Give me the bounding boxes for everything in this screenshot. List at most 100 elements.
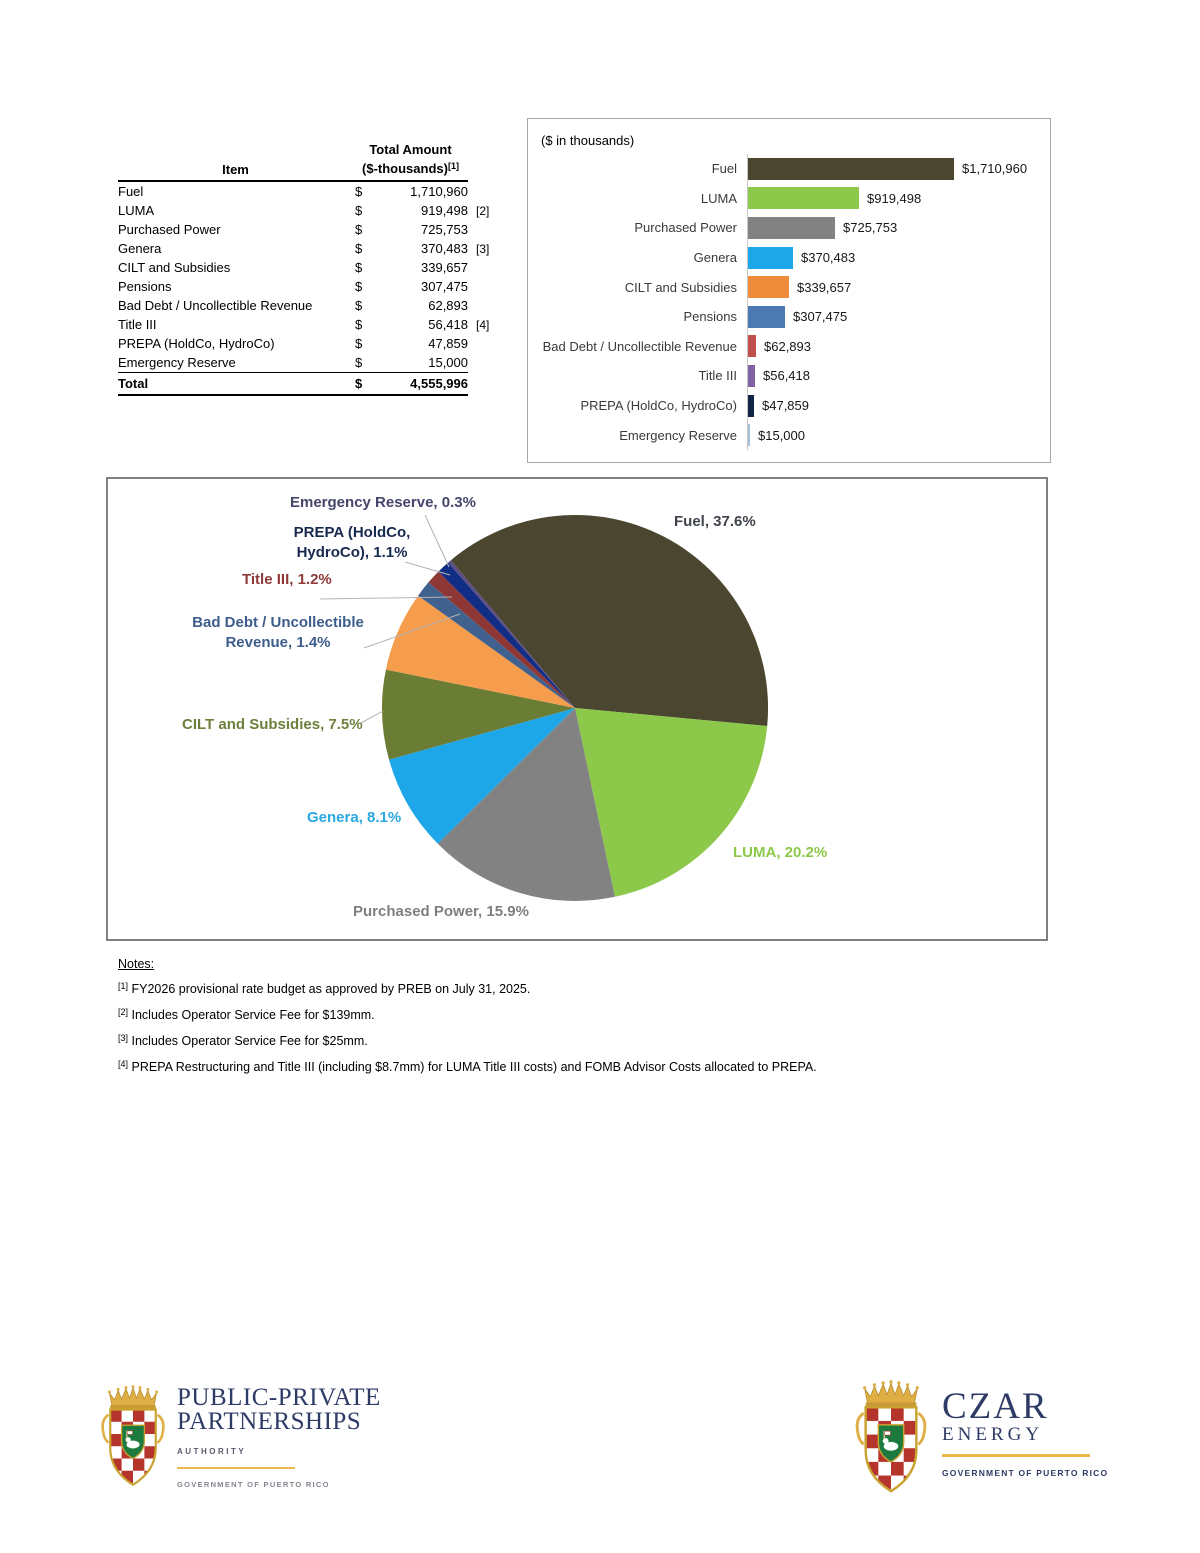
note-text: FY2026 provisional rate budget as approv… <box>128 982 531 996</box>
bar-track: $1,710,960 <box>747 154 1046 184</box>
row-currency: $ <box>355 317 363 332</box>
p3a-government-text: GOVERNMENT OF PUERTO RICO <box>177 1480 330 1489</box>
pie-slice-purchased-power <box>437 708 615 901</box>
row-item: Pensions <box>118 279 172 294</box>
pie-label-line: PREPA (HoldCo, <box>293 524 411 541</box>
pie-label-line: Emergency Reserve, 0.3% <box>290 494 476 511</box>
table-row: LUMA $919,498 [2] <box>118 201 489 220</box>
bar-value-label: $370,483 <box>801 250 856 266</box>
pie-label-line: Revenue, 1.4% <box>225 634 331 651</box>
bar-value-label: $339,657 <box>797 279 852 295</box>
row-item: Genera <box>118 241 162 256</box>
row-item: PREPA (HoldCo, HydroCo) <box>118 336 275 351</box>
note-ref: [1] <box>118 981 129 991</box>
note-item: [3] Includes Operator Service Fee for $2… <box>118 1031 817 1048</box>
total-currency: $ <box>355 376 363 391</box>
bar-value-label: $56,418 <box>763 368 810 384</box>
row-currency: $ <box>355 222 363 237</box>
bar-row: CILT and Subsidies $339,657 <box>528 272 1046 302</box>
bar-value-label: $47,859 <box>762 398 809 414</box>
bar <box>748 424 750 447</box>
pie-leader-line <box>404 561 451 576</box>
row-amount: 56,418 <box>428 317 468 332</box>
row-currency: $ <box>355 336 363 351</box>
note-ref: [2] <box>118 1007 129 1017</box>
pie-label-emergency-reserve: Emergency Reserve, 0.3% <box>290 493 476 513</box>
pie-leader-line <box>363 613 461 649</box>
pie-label-line: Genera, 8.1% <box>307 809 402 826</box>
table-rows: Fuel $1,710,960 LUMA $919,498 [2] Purchased P… <box>118 182 489 372</box>
bar-track: $307,475 <box>747 301 1046 332</box>
pie-leader-line <box>424 514 450 568</box>
bar <box>748 246 793 269</box>
bar-value-label: $919,498 <box>867 190 922 206</box>
table-row: Title III $56,418 [4] <box>118 315 489 334</box>
bar <box>748 157 954 180</box>
bar-category-label: Fuel <box>711 161 737 177</box>
gold-divider <box>177 1467 295 1469</box>
budget-table: Item Total Amount ($-thousands)[1] Fuel $… <box>118 142 489 396</box>
row-footnote-ref: [2] <box>476 203 490 218</box>
bar-row: Purchased Power $725,753 <box>528 213 1046 243</box>
bar-category-label: LUMA <box>700 190 737 206</box>
row-currency: $ <box>355 279 363 294</box>
bar-category-label: Pensions <box>683 309 737 325</box>
pie-slice-fuel <box>450 514 769 726</box>
row-item: CILT and Subsidies <box>118 260 231 275</box>
czar-energy-logo: CZAR ENERGY GOVERNMENT OF PUERTO RICO <box>852 1378 1108 1499</box>
row-amount: 62,893 <box>428 298 468 313</box>
pie-label-purchased-power: Purchased Power, 15.9% <box>353 902 529 922</box>
pie-label-bad-debt-uncollectible-revenue: Bad Debt / Uncollectible Revenue, 1.4% <box>189 613 367 653</box>
bar-value-label: $307,475 <box>793 309 848 325</box>
bar-row: Pensions $307,475 <box>528 301 1046 332</box>
note-text: Includes Operator Service Fee for $139mm… <box>128 1008 375 1022</box>
czar-subtitle: ENERGY <box>942 1424 1044 1445</box>
bar-track: $15,000 <box>747 420 1046 450</box>
table-row: CILT and Subsidies $339,657 <box>118 258 468 277</box>
bar <box>748 394 754 417</box>
bar <box>748 305 785 328</box>
pie-label-line: Title III, 1.2% <box>242 571 332 588</box>
bar-track: $919,498 <box>747 183 1046 214</box>
bar <box>748 216 835 239</box>
row-currency: $ <box>355 184 363 199</box>
row-currency: $ <box>355 203 363 218</box>
pie-slice-luma <box>575 708 768 897</box>
pie-slice-genera <box>389 708 575 844</box>
bar-category-label: Purchased Power <box>634 220 737 236</box>
row-footnote-ref: [3] <box>476 241 490 256</box>
bar-value-label: $725,753 <box>843 220 898 236</box>
row-currency: $ <box>355 241 363 256</box>
pie-slice-prepa-holdco-hydroco <box>438 562 575 708</box>
bar-category-label: Bad Debt / Uncollectible Revenue <box>542 338 737 354</box>
table-header-amount: Total Amount ($-thousands)[1] <box>353 142 468 177</box>
pie-label-prepa-holdco-hydroco: PREPA (HoldCo, HydroCo), 1.1% <box>289 523 415 563</box>
puerto-rico-crest-icon <box>98 1380 168 1495</box>
bar <box>748 276 789 299</box>
pie-slice-title-iii <box>428 571 575 708</box>
row-amount: 370,483 <box>421 241 468 256</box>
notes-heading: Notes: <box>118 957 155 971</box>
row-item: LUMA <box>118 203 155 218</box>
bar-track: $56,418 <box>747 361 1046 391</box>
row-amount: 919,498 <box>421 203 468 218</box>
table-header-amount-line1: Total Amount <box>369 142 452 157</box>
bar-row: Title III $56,418 <box>528 361 1046 391</box>
table-header-amount-line2: ($-thousands) <box>362 161 448 176</box>
notes-section: Notes: [1] FY2026 provisional rate budge… <box>118 957 817 1083</box>
pie-label-line: CILT and Subsidies, 7.5% <box>182 716 363 733</box>
bar <box>748 335 756 358</box>
pie-svg <box>319 514 769 901</box>
bar-track: $47,859 <box>747 390 1046 421</box>
pie-leader-line <box>319 596 453 600</box>
pie-label-line: HydroCo), 1.1% <box>296 544 408 561</box>
pie-label-genera: Genera, 8.1% <box>307 808 401 828</box>
puerto-rico-crest-icon <box>852 1378 930 1499</box>
czar-logo-text: CZAR ENERGY GOVERNMENT OF PUERTO RICO <box>942 1378 1108 1499</box>
pie-label-line: Purchased Power, 15.9% <box>353 903 529 920</box>
bar-row: Genera $370,483 <box>528 242 1046 273</box>
bar-row: Fuel $1,710,960 <box>528 154 1046 184</box>
bar-value-label: $1,710,960 <box>962 161 1028 177</box>
row-amount: 725,753 <box>421 222 468 237</box>
